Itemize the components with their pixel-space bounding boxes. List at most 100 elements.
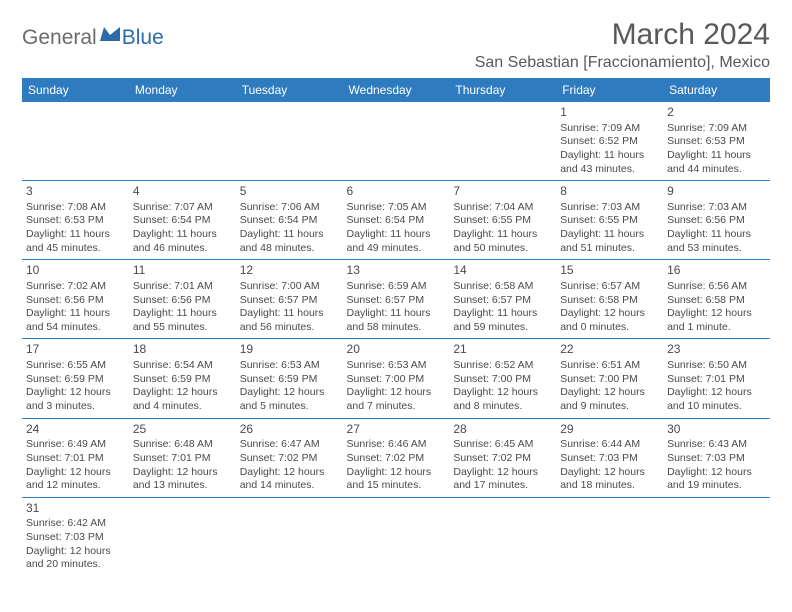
calendar-row: 31Sunrise: 6:42 AMSunset: 7:03 PMDayligh… [22, 497, 770, 576]
day-info-line: and 56 minutes. [240, 321, 339, 335]
day-info-line: Sunset: 7:03 PM [26, 531, 125, 545]
day-info-line: Sunset: 6:56 PM [26, 294, 125, 308]
calendar-cell [236, 102, 343, 181]
day-info-line: Daylight: 12 hours [347, 466, 446, 480]
day-info-line: Sunrise: 7:07 AM [133, 201, 232, 215]
day-info-line: Daylight: 12 hours [240, 386, 339, 400]
day-info-line: Sunset: 6:59 PM [133, 373, 232, 387]
day-number: 12 [240, 263, 339, 279]
day-info-line: Sunset: 6:55 PM [560, 214, 659, 228]
day-number: 30 [667, 422, 766, 438]
day-info-line: and 7 minutes. [347, 400, 446, 414]
day-number: 5 [240, 184, 339, 200]
day-info-line: Sunrise: 6:50 AM [667, 359, 766, 373]
day-info-line: Daylight: 11 hours [667, 228, 766, 242]
day-info-line: Sunrise: 6:54 AM [133, 359, 232, 373]
day-info-line: Sunset: 6:57 PM [240, 294, 339, 308]
day-header: Wednesday [343, 78, 450, 102]
day-info-line: Daylight: 12 hours [133, 466, 232, 480]
day-info-line: and 44 minutes. [667, 163, 766, 177]
day-info-line: and 12 minutes. [26, 479, 125, 493]
day-info-line: Sunrise: 6:47 AM [240, 438, 339, 452]
day-number: 13 [347, 263, 446, 279]
day-header: Saturday [663, 78, 770, 102]
day-number: 9 [667, 184, 766, 200]
day-info-line: Sunset: 6:53 PM [26, 214, 125, 228]
day-info-line: Sunrise: 7:04 AM [453, 201, 552, 215]
day-info-line: Sunset: 7:03 PM [667, 452, 766, 466]
calendar-cell [129, 497, 236, 576]
day-info-line: and 58 minutes. [347, 321, 446, 335]
calendar-cell: 6Sunrise: 7:05 AMSunset: 6:54 PMDaylight… [343, 181, 450, 260]
day-header: Monday [129, 78, 236, 102]
calendar-cell [129, 102, 236, 181]
day-info-line: Daylight: 11 hours [453, 228, 552, 242]
day-info-line: Sunset: 7:01 PM [667, 373, 766, 387]
day-info-line: and 53 minutes. [667, 242, 766, 256]
day-info-line: Sunset: 7:01 PM [26, 452, 125, 466]
day-info-line: and 9 minutes. [560, 400, 659, 414]
day-info-line: Sunrise: 6:52 AM [453, 359, 552, 373]
day-info-line: Daylight: 11 hours [240, 228, 339, 242]
calendar-cell: 1Sunrise: 7:09 AMSunset: 6:52 PMDaylight… [556, 102, 663, 181]
day-info-line: Daylight: 11 hours [667, 149, 766, 163]
logo-text-blue: Blue [122, 26, 164, 50]
day-info-line: Sunset: 6:57 PM [347, 294, 446, 308]
calendar-cell: 22Sunrise: 6:51 AMSunset: 7:00 PMDayligh… [556, 339, 663, 418]
day-info-line: and 51 minutes. [560, 242, 659, 256]
month-title: March 2024 [475, 18, 770, 52]
day-info-line: Daylight: 12 hours [560, 307, 659, 321]
day-number: 20 [347, 342, 446, 358]
day-number: 31 [26, 501, 125, 517]
day-info-line: and 49 minutes. [347, 242, 446, 256]
day-info-line: Sunset: 6:59 PM [240, 373, 339, 387]
day-number: 15 [560, 263, 659, 279]
day-info-line: Daylight: 12 hours [453, 466, 552, 480]
calendar-cell: 11Sunrise: 7:01 AMSunset: 6:56 PMDayligh… [129, 260, 236, 339]
day-info-line: Sunrise: 7:02 AM [26, 280, 125, 294]
calendar-table: Sunday Monday Tuesday Wednesday Thursday… [22, 78, 770, 576]
day-number: 23 [667, 342, 766, 358]
day-info-line: Sunset: 7:00 PM [560, 373, 659, 387]
day-info-line: Sunrise: 7:03 AM [667, 201, 766, 215]
day-info-line: Sunset: 6:52 PM [560, 135, 659, 149]
day-info-line: and 20 minutes. [26, 558, 125, 572]
day-info-line: and 59 minutes. [453, 321, 552, 335]
day-header: Friday [556, 78, 663, 102]
day-info-line: Daylight: 12 hours [240, 466, 339, 480]
day-info-line: Sunset: 6:53 PM [667, 135, 766, 149]
calendar-body: 1Sunrise: 7:09 AMSunset: 6:52 PMDaylight… [22, 102, 770, 576]
calendar-cell [556, 497, 663, 576]
logo-flag-icon [100, 27, 120, 43]
calendar-cell: 19Sunrise: 6:53 AMSunset: 6:59 PMDayligh… [236, 339, 343, 418]
day-number: 18 [133, 342, 232, 358]
logo: General Blue [22, 26, 164, 50]
day-info-line: and 10 minutes. [667, 400, 766, 414]
day-info-line: Sunset: 6:58 PM [667, 294, 766, 308]
calendar-cell [236, 497, 343, 576]
day-info-line: Sunrise: 6:46 AM [347, 438, 446, 452]
day-info-line: and 4 minutes. [133, 400, 232, 414]
day-number: 7 [453, 184, 552, 200]
calendar-cell: 9Sunrise: 7:03 AMSunset: 6:56 PMDaylight… [663, 181, 770, 260]
day-info-line: Daylight: 11 hours [560, 149, 659, 163]
day-info-line: Daylight: 12 hours [347, 386, 446, 400]
day-info-line: Daylight: 11 hours [240, 307, 339, 321]
day-info-line: Daylight: 12 hours [667, 466, 766, 480]
day-info-line: Sunrise: 6:44 AM [560, 438, 659, 452]
calendar-cell: 13Sunrise: 6:59 AMSunset: 6:57 PMDayligh… [343, 260, 450, 339]
day-info-line: Daylight: 11 hours [26, 307, 125, 321]
calendar-cell [449, 102, 556, 181]
calendar-row: 17Sunrise: 6:55 AMSunset: 6:59 PMDayligh… [22, 339, 770, 418]
day-info-line: Daylight: 12 hours [133, 386, 232, 400]
calendar-cell: 27Sunrise: 6:46 AMSunset: 7:02 PMDayligh… [343, 418, 450, 497]
day-info-line: and 19 minutes. [667, 479, 766, 493]
day-info-line: Daylight: 11 hours [560, 228, 659, 242]
day-info-line: Daylight: 11 hours [347, 307, 446, 321]
day-info-line: Sunrise: 7:05 AM [347, 201, 446, 215]
day-info-line: Sunrise: 6:45 AM [453, 438, 552, 452]
calendar-cell: 7Sunrise: 7:04 AMSunset: 6:55 PMDaylight… [449, 181, 556, 260]
calendar-cell: 15Sunrise: 6:57 AMSunset: 6:58 PMDayligh… [556, 260, 663, 339]
calendar-cell [22, 102, 129, 181]
calendar-cell: 23Sunrise: 6:50 AMSunset: 7:01 PMDayligh… [663, 339, 770, 418]
